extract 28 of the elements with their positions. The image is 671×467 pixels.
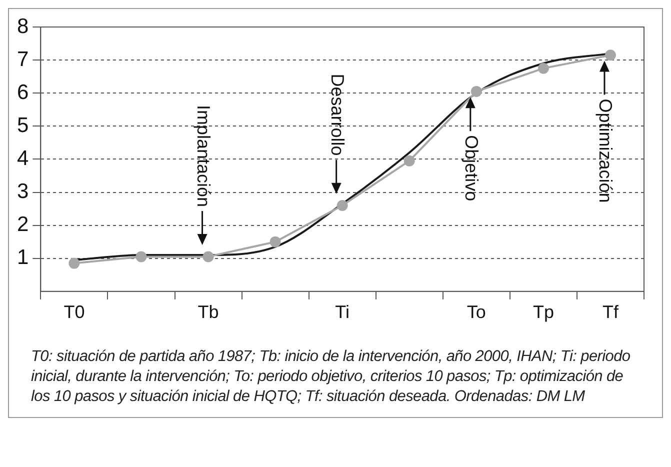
point bbox=[270, 236, 281, 248]
y-tick-label: 3 bbox=[16, 180, 29, 204]
y-tick-label: 6 bbox=[16, 80, 29, 104]
annotation: Implantación bbox=[193, 104, 214, 208]
x-tick-label: T0 bbox=[64, 302, 85, 322]
annotation: Objetivo bbox=[461, 135, 482, 202]
x-tick-label: Tb bbox=[198, 302, 219, 322]
x-tick-label: Tf bbox=[602, 302, 620, 322]
point bbox=[336, 200, 348, 211]
point bbox=[538, 62, 549, 74]
point bbox=[68, 258, 80, 269]
point bbox=[136, 251, 147, 262]
point bbox=[604, 50, 616, 61]
text: T0: situación de partida año 1987; Tb: inicio de la intervención, año 2000, IHAN; Ti: periodo inicial, durante la intervención; To: periodo objetivo, criterios 10 pasos; Tp: optimización de los 10 pasos y situación inicial de HQTQ; Tf: situación deseada. Ordenadas: DM LM bbox=[31, 347, 632, 407]
y-tick-label: 8 bbox=[16, 14, 29, 38]
y-tick-label: 7 bbox=[16, 48, 29, 71]
x-tick-label: To bbox=[466, 302, 486, 322]
x-tick-label: Tp bbox=[532, 302, 554, 322]
y-tick-label: 4 bbox=[16, 146, 29, 170]
annotation: Desarrollo bbox=[327, 74, 348, 156]
point bbox=[404, 155, 415, 166]
y-tick-label: 1 bbox=[16, 246, 29, 270]
y-tick-label: 2 bbox=[16, 213, 29, 236]
annotation: Optimización bbox=[596, 98, 616, 203]
point bbox=[202, 251, 214, 262]
y-tick-label: 5 bbox=[16, 114, 29, 137]
x-tick-label: Ti bbox=[335, 302, 350, 322]
point bbox=[470, 86, 482, 97]
